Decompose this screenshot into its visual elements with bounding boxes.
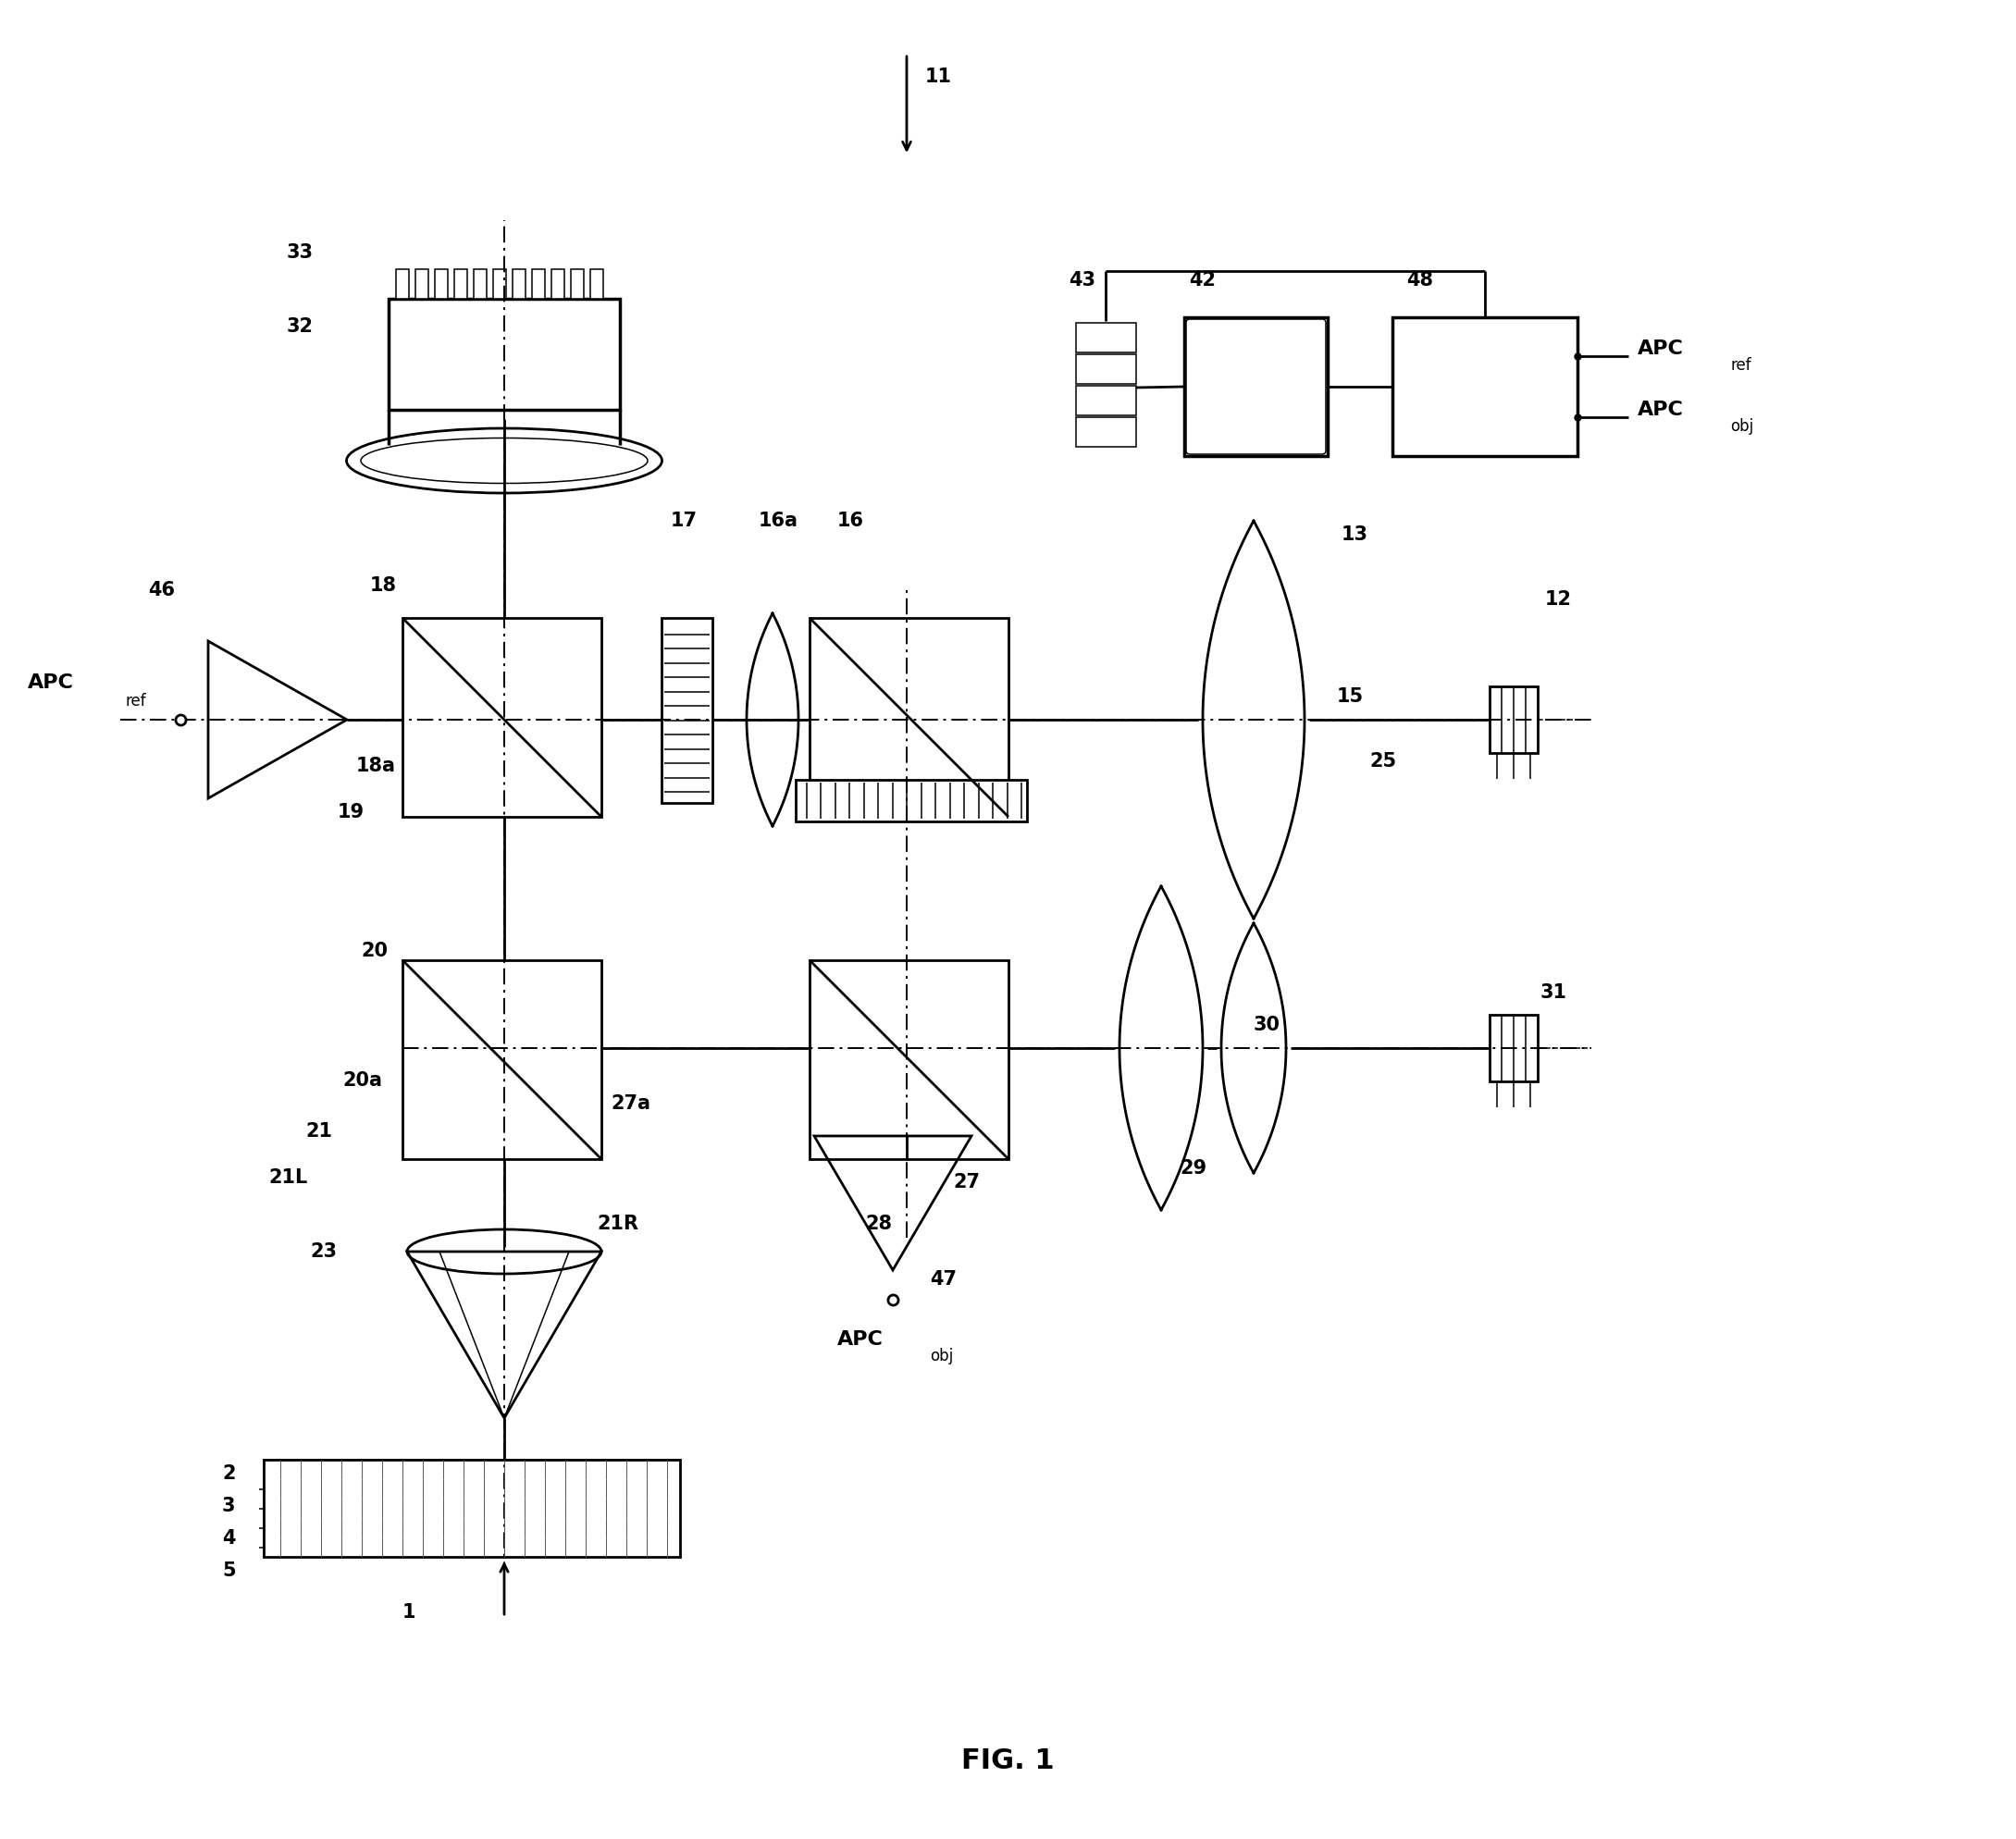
Bar [1393,318,1577,456]
Text: 2: 2 [222,1464,236,1482]
Bar [415,268,427,298]
Text: 5: 5 [222,1561,236,1580]
Bar [435,268,448,298]
Text: obj: obj [1730,417,1754,434]
Text: 30: 30 [1254,1015,1280,1034]
Bar [1077,386,1135,416]
Bar [532,268,544,298]
Text: 18a: 18a [357,756,395,776]
Text: 32: 32 [286,318,314,337]
Text: 19: 19 [339,804,365,822]
Text: 46: 46 [147,581,175,600]
Bar [474,268,486,298]
Text: 16: 16 [837,511,865,530]
Text: 4: 4 [222,1528,236,1548]
Text: 11: 11 [925,68,952,86]
Text: obj: obj [929,1348,954,1365]
Text: 25: 25 [1369,752,1397,771]
Bar [810,960,1008,1159]
Text: 29: 29 [1179,1159,1206,1177]
Text: 21R: 21R [597,1214,639,1234]
Text: 21: 21 [304,1122,333,1140]
Text: 16a: 16a [758,511,798,530]
Text: 13: 13 [1341,526,1369,544]
Text: 20: 20 [361,942,387,960]
Text: FIG. 1: FIG. 1 [962,1747,1054,1775]
Text: 17: 17 [671,511,698,530]
Bar [1077,355,1135,384]
Text: 48: 48 [1407,270,1433,289]
Text: APC: APC [28,673,75,691]
Bar [264,1517,679,1537]
Bar [395,268,409,298]
Text: APC: APC [1637,340,1683,359]
Text: 27a: 27a [611,1094,651,1113]
Text: 18: 18 [371,576,397,594]
Text: 23: 23 [310,1243,337,1262]
Bar [1077,324,1135,353]
Text: 33: 33 [286,243,314,261]
Bar [1183,318,1329,456]
Bar [264,1499,679,1517]
Text: 43: 43 [1068,270,1095,289]
Bar [389,298,619,410]
Bar [1490,686,1538,752]
Text: APC: APC [837,1330,883,1348]
Bar [403,618,601,817]
Text: 47: 47 [929,1271,958,1289]
Text: 20a: 20a [343,1070,383,1091]
Text: 21L: 21L [268,1168,306,1186]
Bar [571,268,585,298]
Bar [512,268,526,298]
FancyBboxPatch shape [1185,320,1327,454]
Bar [403,960,601,1159]
Text: ref: ref [125,693,145,710]
Bar [264,1479,679,1499]
Bar [264,1460,679,1558]
Text: 42: 42 [1189,270,1216,289]
Bar [264,1460,679,1479]
Text: 1: 1 [403,1604,415,1622]
Bar [1077,417,1135,447]
Bar [661,618,712,804]
Text: 15: 15 [1337,688,1365,706]
Text: 27: 27 [954,1173,980,1192]
Text: ref: ref [1730,357,1752,373]
Bar [810,618,1008,817]
Text: 12: 12 [1544,590,1572,609]
Bar [796,780,1026,822]
Bar [264,1537,679,1558]
Bar [1490,1015,1538,1081]
Text: 28: 28 [865,1214,891,1234]
Text: 3: 3 [222,1497,236,1515]
Bar [552,268,564,298]
Bar [454,268,468,298]
Text: APC: APC [1637,401,1683,419]
Bar [494,268,506,298]
Text: 31: 31 [1540,984,1566,1002]
Bar [591,268,603,298]
